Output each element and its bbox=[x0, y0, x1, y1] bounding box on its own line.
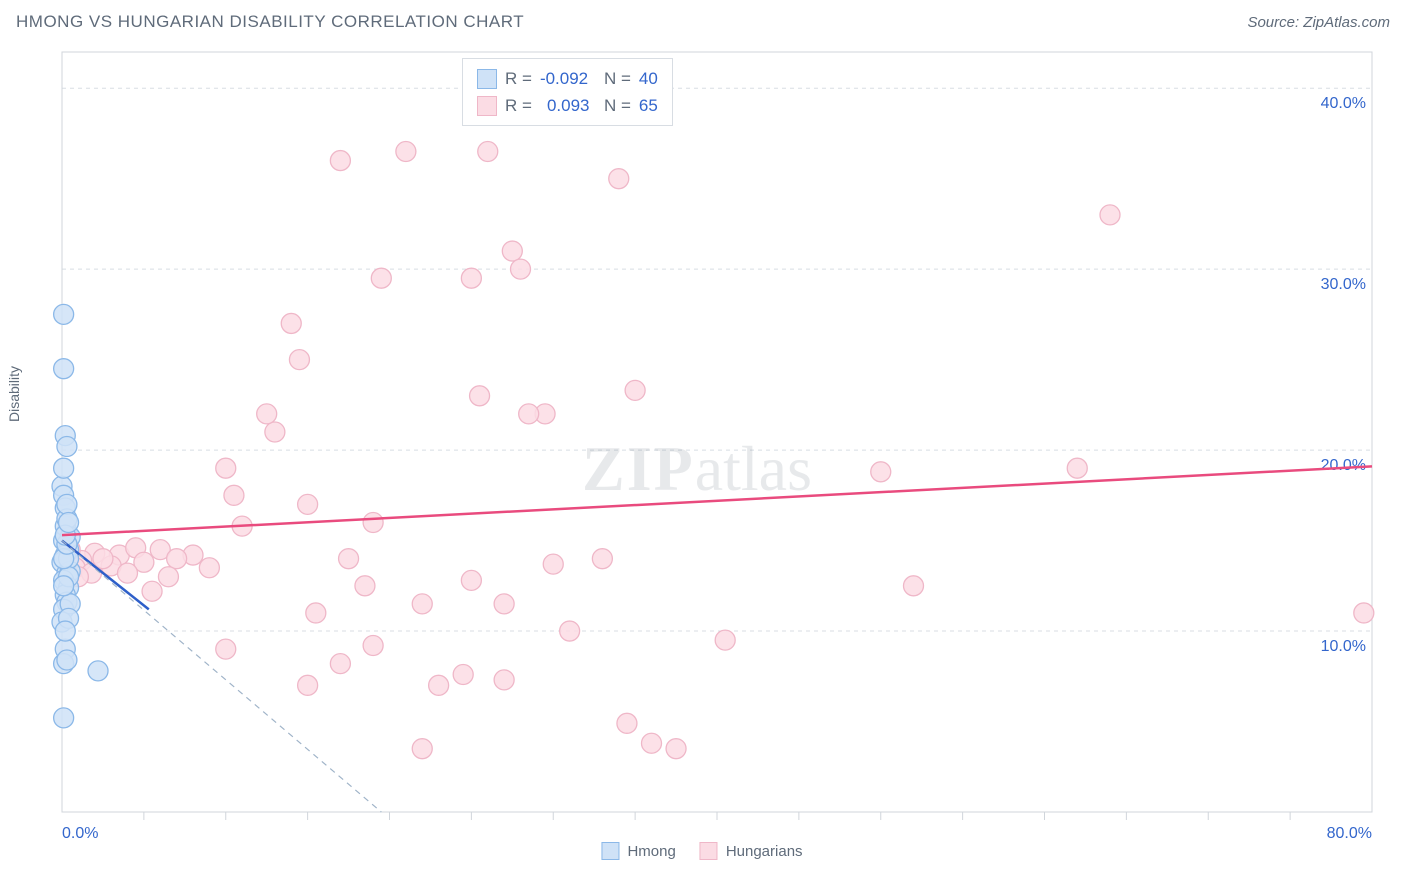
hmong-n-value: 40 bbox=[639, 65, 658, 92]
legend-label-hungarians: Hungarians bbox=[726, 843, 803, 860]
correlation-stats-box: R = -0.092 N = 40 R = 0.093 N = 65 bbox=[462, 58, 673, 126]
chart-container: Disability 40.0%30.0%20.0%10.0%0.0%80.0%… bbox=[12, 42, 1392, 862]
legend: Hmong Hungarians bbox=[601, 842, 802, 860]
n-label: N = bbox=[604, 92, 631, 119]
hmong-r-value: -0.092 bbox=[540, 65, 596, 92]
stats-row-hungarians: R = 0.093 N = 65 bbox=[477, 92, 658, 119]
svg-text:0.0%: 0.0% bbox=[62, 825, 98, 842]
legend-item-hungarians: Hungarians bbox=[700, 842, 803, 860]
source-attribution: Source: ZipAtlas.com bbox=[1247, 14, 1390, 31]
legend-item-hmong: Hmong bbox=[601, 842, 675, 860]
svg-text:30.0%: 30.0% bbox=[1321, 276, 1366, 293]
scatter-chart: 40.0% 30.0% 20.0% 10.0% 0.0% 80.0% bbox=[12, 42, 1392, 842]
r-label: R = bbox=[505, 65, 532, 92]
hmong-swatch-icon bbox=[601, 842, 619, 860]
chart-title: HMONG VS HUNGARIAN DISABILITY CORRELATIO… bbox=[16, 12, 524, 32]
hungarians-swatch-icon bbox=[700, 842, 718, 860]
svg-text:10.0%: 10.0% bbox=[1321, 638, 1366, 655]
hungarians-n-value: 65 bbox=[639, 92, 658, 119]
y-axis-label: Disability bbox=[6, 366, 22, 422]
hungarians-r-value: 0.093 bbox=[540, 92, 596, 119]
svg-text:40.0%: 40.0% bbox=[1321, 95, 1366, 112]
stats-row-hmong: R = -0.092 N = 40 bbox=[477, 65, 658, 92]
legend-label-hmong: Hmong bbox=[627, 843, 675, 860]
hmong-swatch-icon bbox=[477, 69, 497, 89]
svg-text:20.0%: 20.0% bbox=[1321, 457, 1366, 474]
svg-text:80.0%: 80.0% bbox=[1327, 825, 1372, 842]
n-label: N = bbox=[604, 65, 631, 92]
r-label: R = bbox=[505, 92, 532, 119]
hungarians-swatch-icon bbox=[477, 96, 497, 116]
